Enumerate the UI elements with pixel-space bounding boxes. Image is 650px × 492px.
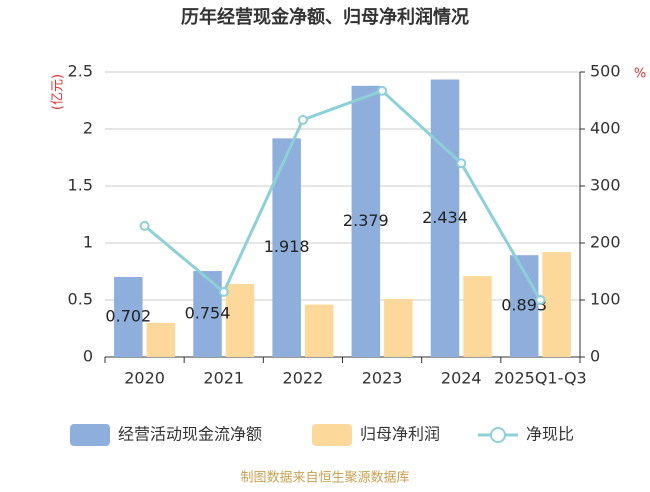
source: 制图数据来自恒生聚源数据库 <box>240 470 409 486</box>
y-tick-label: 2.5 <box>68 62 93 81</box>
y-tick-label: 0 <box>83 347 93 366</box>
line <box>143 89 542 301</box>
y2-tick-label: 100 <box>590 290 621 309</box>
y2-tick-label: 0 <box>590 347 600 366</box>
line-marker <box>377 85 388 96</box>
chart-title: 历年经营现金净额、归母净利润情况 <box>181 6 469 28</box>
legend-label: 净现比 <box>526 425 574 444</box>
line-marker <box>535 295 546 305</box>
bar <box>542 252 571 357</box>
line-marker <box>456 158 467 169</box>
x-tick-label: 2021 <box>203 369 244 388</box>
y2-axis-label: % <box>634 67 646 82</box>
y2-tick-label: 300 <box>590 176 621 195</box>
legend-swatch <box>490 427 506 443</box>
x-tick-label: 2025Q1-Q3 <box>494 369 587 388</box>
bar <box>430 79 460 358</box>
x-tick-label: 2023 <box>362 369 403 388</box>
x-tick-label: 2022 <box>283 369 324 388</box>
bar <box>351 85 381 357</box>
bar <box>114 276 143 357</box>
bar <box>384 298 413 357</box>
y2-tick-label: 500 <box>590 62 621 81</box>
data-label: 1.918 <box>264 237 310 256</box>
y2-tick-label: 200 <box>590 233 621 252</box>
data-label: 2.379 <box>343 211 389 230</box>
legend-label: 归母净利润 <box>360 425 440 444</box>
y-axis-label: (亿元) <box>51 74 66 110</box>
y2-tick-label: 400 <box>590 119 621 138</box>
line-marker <box>297 114 308 125</box>
y-tick-label: 0.5 <box>68 290 93 309</box>
legend-swatch <box>312 424 352 446</box>
bar <box>463 276 492 357</box>
x-tick-label: 2024 <box>441 369 482 388</box>
bar <box>146 322 176 357</box>
bar <box>304 304 334 357</box>
data-label: 0.702 <box>105 306 151 325</box>
legend-swatch <box>70 424 110 446</box>
y-tick-label: 1 <box>83 233 93 252</box>
x-tick-label: 2020 <box>124 369 165 388</box>
data-label: 2.434 <box>422 208 468 227</box>
line-marker <box>218 287 229 298</box>
y-tick-label: 1.5 <box>68 176 93 195</box>
data-label: 0.754 <box>185 304 231 323</box>
bar <box>225 284 255 357</box>
line-marker <box>139 220 150 231</box>
legend-label: 经营活动现金流净额 <box>118 425 262 444</box>
y-tick-label: 2 <box>83 119 93 138</box>
